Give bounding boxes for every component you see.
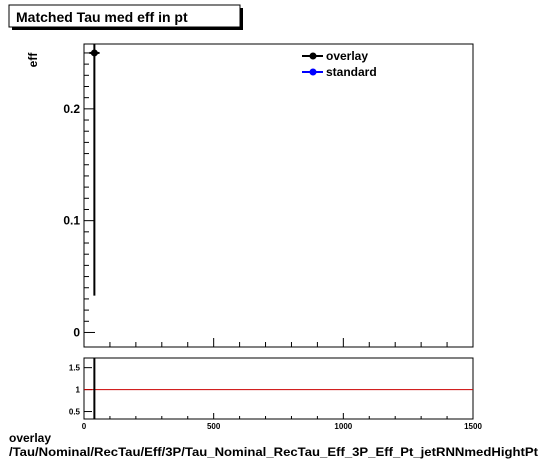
chart-title: Matched Tau med eff in pt bbox=[16, 9, 188, 25]
ratio-y-tick-label: 0.5 bbox=[69, 408, 81, 417]
ratio-x-tick-label: 500 bbox=[207, 422, 221, 431]
title-box: Matched Tau med eff in pt bbox=[8, 4, 243, 30]
main-y-tick-label: 0.1 bbox=[63, 214, 80, 228]
overlay-point-marker bbox=[90, 49, 98, 57]
legend: overlay standard bbox=[302, 49, 377, 79]
ratio-x-tick-label: 1500 bbox=[464, 422, 482, 431]
ratio-x-axis: 0 500 1000 1500 bbox=[82, 413, 482, 431]
ratio-data bbox=[84, 358, 473, 419]
legend-entry-standard: standard bbox=[302, 65, 377, 79]
footer-line1: overlay bbox=[9, 431, 51, 445]
ratio-x-tick-label: 0 bbox=[82, 422, 87, 431]
ratio-x-tick-label: 1000 bbox=[334, 422, 352, 431]
main-data-points bbox=[89, 44, 100, 296]
legend-label-overlay: overlay bbox=[326, 49, 368, 63]
main-x-axis bbox=[83, 338, 474, 347]
ratio-y-tick-label: 1.5 bbox=[69, 364, 81, 373]
main-y-tick-label: 0 bbox=[73, 325, 80, 339]
main-y-axis-label: eff bbox=[26, 52, 40, 68]
footer-line2: /Tau/Nominal/RecTau/Eff/3P/Tau_Nominal_R… bbox=[9, 445, 538, 459]
main-y-tick-label: 0.2 bbox=[63, 102, 80, 116]
main-y-axis: 0 0.1 0.2 bbox=[63, 52, 95, 339]
legend-label-standard: standard bbox=[326, 65, 377, 79]
ratio-plot-frame bbox=[83, 357, 474, 420]
main-plot-frame bbox=[83, 43, 474, 348]
legend-entry-overlay: overlay bbox=[302, 49, 368, 63]
ratio-y-tick-label: 1 bbox=[76, 386, 81, 395]
